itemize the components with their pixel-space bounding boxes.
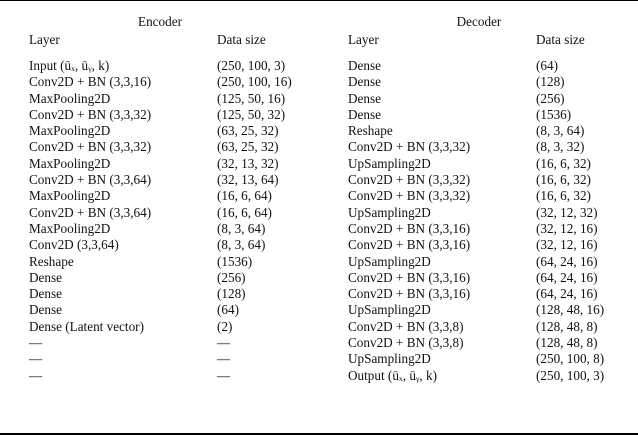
layer-cell: MaxPooling2D	[29, 188, 111, 204]
layer-cell: Conv2D + BN (3,3,8)	[348, 318, 464, 334]
layer-cell: Dense	[348, 106, 381, 122]
layer-cell: UpSampling2D	[348, 351, 431, 367]
table-bottom-rule	[0, 433, 638, 435]
layer-cell: Conv2D + BN (3,3,32)	[29, 106, 152, 122]
data-size-cell: (250, 100, 16)	[217, 74, 292, 90]
data-size-cell: (256)	[217, 269, 246, 285]
data-size-cell: (32, 13, 32)	[217, 155, 279, 171]
data-size-cell: (64, 24, 16)	[536, 286, 598, 302]
data-size-cell: (64)	[536, 58, 558, 73]
data-size-cell: (63, 25, 32)	[217, 123, 279, 139]
data-size-cell: (32, 12, 16)	[536, 237, 598, 253]
data-size-cell: (128)	[217, 286, 246, 302]
data-size-cell: (128)	[536, 74, 565, 90]
layer-cell: Dense	[29, 286, 62, 302]
layer-cell: Input (ūₓ, ūᵧ, k)	[29, 58, 110, 73]
encoder-header-layer: Layer	[29, 32, 60, 47]
data-size-cell: (16, 6, 32)	[536, 172, 591, 188]
data-size-cell: (128, 48, 8)	[536, 335, 598, 351]
data-size-cell: —	[217, 351, 231, 367]
data-size-cell: (16, 6, 32)	[536, 188, 591, 204]
layer-cell: Conv2D (3,3,64)	[29, 237, 119, 253]
layer-cell: Dense	[348, 74, 381, 90]
layer-cell: Conv2D + BN (3,3,16)	[348, 286, 471, 302]
decoder-header-data-size: Data size	[536, 32, 585, 47]
layer-cell: Dense	[29, 302, 62, 318]
layer-cell: MaxPooling2D	[29, 155, 111, 171]
data-size-cell: (256)	[536, 90, 565, 106]
layer-cell: —	[29, 335, 43, 351]
layer-cell: MaxPooling2D	[29, 123, 111, 139]
layer-cell: Conv2D + BN (3,3,32)	[29, 139, 152, 155]
layer-cell: Dense	[29, 269, 62, 285]
layer-cell: Reshape	[348, 123, 393, 139]
data-size-cell: (16, 6, 64)	[217, 188, 272, 204]
data-size-cell: (8, 3, 64)	[217, 237, 266, 253]
data-size-cell: (1536)	[536, 106, 572, 122]
decoder-header-layer: Layer	[348, 32, 379, 47]
layer-cell: Conv2D + BN (3,3,32)	[348, 188, 471, 204]
data-size-cell: (128, 48, 16)	[536, 302, 605, 318]
data-size-cell: (250, 100, 3)	[217, 58, 286, 73]
layer-cell: UpSampling2D	[348, 253, 431, 269]
layer-cell: Conv2D + BN (3,3,8)	[348, 335, 464, 351]
data-size-cell: (32, 13, 64)	[217, 172, 279, 188]
data-size-cell: —	[217, 367, 231, 383]
layer-cell: Reshape	[29, 253, 74, 269]
data-size-cell: (16, 6, 64)	[217, 204, 272, 220]
layer-cell: Dense	[348, 90, 381, 106]
layer-cell: Conv2D + BN (3,3,16)	[348, 220, 471, 236]
layer-cell: —	[29, 367, 43, 383]
layer-cell: Conv2D + BN (3,3,16)	[348, 269, 471, 285]
data-size-cell: (64, 24, 16)	[536, 269, 598, 285]
layer-cell: Dense	[348, 58, 381, 73]
data-size-cell: (63, 25, 32)	[217, 139, 279, 155]
layer-cell: MaxPooling2D	[29, 90, 111, 106]
layer-cell: Output (ūₓ, ūᵧ, k)	[348, 367, 438, 383]
data-size-cell: (8, 3, 32)	[536, 139, 585, 155]
layer-cell: Conv2D + BN (3,3,64)	[29, 172, 152, 188]
layer-cell: UpSampling2D	[348, 155, 431, 171]
layer-cell: MaxPooling2D	[29, 220, 111, 236]
data-size-cell: (32, 12, 32)	[536, 204, 598, 220]
data-size-cell: (1536)	[217, 253, 253, 269]
data-size-cell: (64)	[217, 302, 239, 318]
layer-cell: Dense (Latent vector)	[29, 318, 144, 334]
encoder-header-data-size: Data size	[217, 32, 266, 47]
layer-cell: —	[29, 351, 43, 367]
data-size-cell: (250, 100, 3)	[536, 367, 605, 383]
table-top-rule	[0, 0, 638, 1]
data-size-cell: (16, 6, 32)	[536, 155, 591, 171]
layer-cell: Conv2D + BN (3,3,16)	[348, 237, 471, 253]
layer-cell: Conv2D + BN (3,3,64)	[29, 204, 152, 220]
data-size-cell: (125, 50, 16)	[217, 90, 286, 106]
data-size-cell: (128, 48, 8)	[536, 318, 598, 334]
layer-cell: Conv2D + BN (3,3,32)	[348, 139, 471, 155]
data-size-cell: (64, 24, 16)	[536, 253, 598, 269]
data-size-cell: (250, 100, 8)	[536, 351, 605, 367]
encoder-title: Encoder	[138, 14, 182, 29]
layer-cell: Conv2D + BN (3,3,16)	[29, 74, 152, 90]
layer-cell: UpSampling2D	[348, 204, 431, 220]
data-size-cell: (125, 50, 32)	[217, 106, 286, 122]
data-size-cell: (32, 12, 16)	[536, 220, 598, 236]
layer-cell: Conv2D + BN (3,3,32)	[348, 172, 471, 188]
data-size-cell: —	[217, 335, 231, 351]
data-size-cell: (8, 3, 64)	[217, 220, 266, 236]
data-size-cell: (2)	[217, 318, 233, 334]
decoder-title: Decoder	[456, 14, 502, 29]
data-size-cell: (8, 3, 64)	[536, 123, 585, 139]
layer-cell: UpSampling2D	[348, 302, 431, 318]
